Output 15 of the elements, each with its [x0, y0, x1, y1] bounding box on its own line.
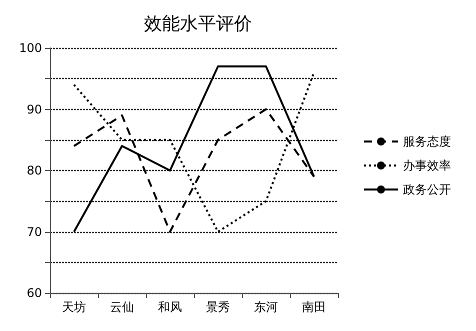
x-tick-label: 东河 [254, 300, 278, 314]
x-tick-label: 南田 [302, 300, 326, 314]
y-tick-label: 100 [19, 41, 42, 55]
legend-label: 办事效率 [403, 158, 451, 172]
x-tick-label: 和风 [158, 300, 182, 314]
x-tick-label: 天坊 [62, 300, 86, 314]
y-tick-label: 80 [26, 164, 42, 178]
y-tick-label: 60 [26, 286, 42, 300]
y-tick-label: 90 [26, 102, 42, 116]
y-tick-label: 70 [26, 224, 42, 239]
x-tick-label: 景秀 [206, 300, 230, 314]
x-tick-label: 云仙 [110, 300, 134, 314]
legend-label: 服务态度 [403, 134, 451, 148]
chart-title: 效能水平评价 [144, 14, 252, 34]
legend-label: 政务公开 [403, 182, 451, 196]
